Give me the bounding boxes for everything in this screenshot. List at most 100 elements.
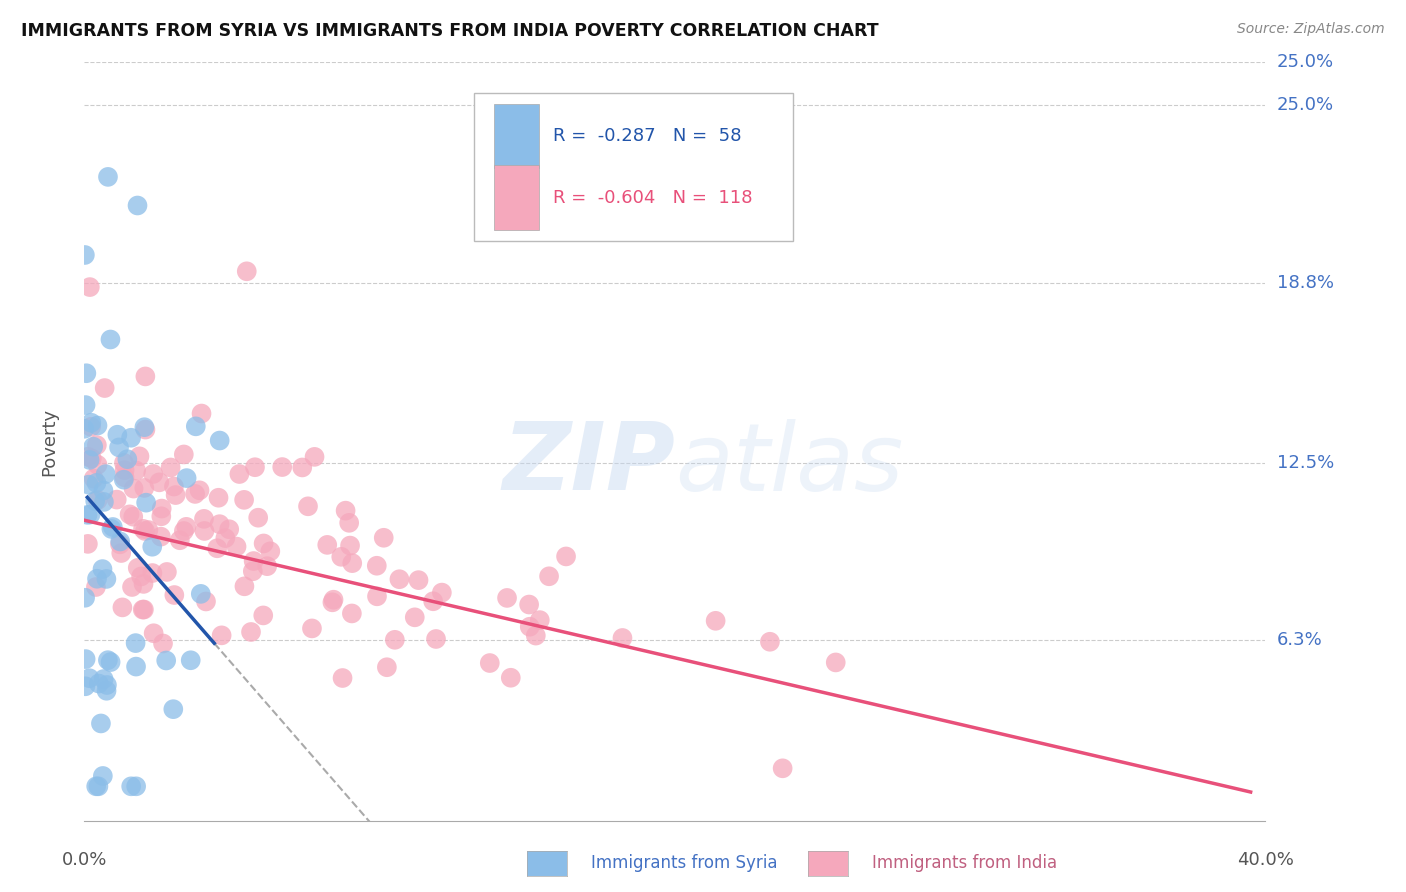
Point <box>134 369 156 384</box>
Point <box>83 472 105 486</box>
Point <box>96 683 118 698</box>
Point <box>127 198 149 212</box>
Point <box>214 531 236 545</box>
Point <box>114 463 136 477</box>
Text: 0.0%: 0.0% <box>62 851 107 869</box>
Point <box>127 561 149 575</box>
Point <box>97 653 120 667</box>
Point <box>93 495 115 509</box>
Point <box>478 656 501 670</box>
Point <box>111 600 134 615</box>
Point <box>173 524 195 538</box>
Point <box>240 624 263 639</box>
Point <box>301 621 323 635</box>
Text: 25.0%: 25.0% <box>1277 96 1334 114</box>
Point <box>165 488 187 502</box>
Point <box>159 460 181 475</box>
Point <box>122 482 145 496</box>
Point <box>148 475 170 490</box>
Point <box>236 264 259 278</box>
Point <box>75 652 97 666</box>
Point <box>120 431 142 445</box>
Point <box>342 556 364 570</box>
Point <box>79 671 101 685</box>
Point <box>138 523 160 537</box>
Point <box>125 659 148 673</box>
Point <box>218 522 240 536</box>
Text: IMMIGRANTS FROM SYRIA VS IMMIGRANTS FROM INDIA POVERTY CORRELATION CHART: IMMIGRANTS FROM SYRIA VS IMMIGRANTS FROM… <box>21 22 879 40</box>
Point <box>150 509 173 524</box>
Text: 40.0%: 40.0% <box>1237 851 1294 869</box>
Point <box>93 381 115 395</box>
Point <box>772 761 794 775</box>
Point <box>499 671 522 685</box>
Point <box>134 524 156 538</box>
Bar <box>494 165 538 230</box>
Point <box>208 517 231 532</box>
Point <box>193 512 215 526</box>
Text: 6.3%: 6.3% <box>1277 632 1322 649</box>
Point <box>79 280 101 294</box>
Point <box>141 566 163 580</box>
Point <box>176 471 198 485</box>
Point <box>322 592 344 607</box>
Point <box>517 598 540 612</box>
Point <box>91 769 114 783</box>
Point <box>519 620 541 634</box>
Point <box>108 441 131 455</box>
Point <box>125 780 148 794</box>
Point <box>120 780 142 794</box>
Point <box>496 591 519 605</box>
Point <box>132 602 155 616</box>
Point <box>330 549 353 564</box>
Point <box>96 678 118 692</box>
Point <box>134 423 156 437</box>
Point <box>142 626 165 640</box>
Point <box>79 508 101 522</box>
Text: 25.0%: 25.0% <box>1277 54 1334 71</box>
Point <box>77 477 100 491</box>
Point <box>84 494 107 508</box>
Text: atlas: atlas <box>675 418 903 510</box>
Point <box>80 416 103 430</box>
Point <box>422 594 444 608</box>
Point <box>75 366 97 380</box>
Point <box>101 520 124 534</box>
Point <box>524 629 547 643</box>
Point <box>173 447 195 461</box>
Point <box>124 636 146 650</box>
Text: 18.8%: 18.8% <box>1277 274 1333 292</box>
Point <box>242 554 264 568</box>
Point <box>337 516 360 530</box>
Point <box>77 450 100 464</box>
Point <box>100 333 122 347</box>
Point <box>247 510 270 524</box>
Point <box>77 537 100 551</box>
Point <box>193 524 215 538</box>
Point <box>86 475 108 490</box>
Point <box>155 653 177 667</box>
Point <box>211 628 233 642</box>
Point <box>366 590 388 604</box>
Point <box>75 679 97 693</box>
Point <box>225 540 247 554</box>
Point <box>79 453 101 467</box>
Point <box>108 537 131 551</box>
Point <box>149 530 172 544</box>
Point <box>759 634 782 648</box>
Point <box>86 438 108 452</box>
Point <box>87 780 110 794</box>
Point <box>430 585 453 599</box>
Point <box>132 522 155 536</box>
Point <box>243 460 266 475</box>
Point <box>529 613 551 627</box>
Point <box>152 636 174 650</box>
Point <box>184 419 207 434</box>
Point <box>97 169 120 184</box>
Point <box>134 420 156 434</box>
Point <box>271 460 294 475</box>
Point <box>75 398 97 412</box>
Point <box>252 608 274 623</box>
Point <box>256 559 278 574</box>
Point <box>228 467 250 481</box>
